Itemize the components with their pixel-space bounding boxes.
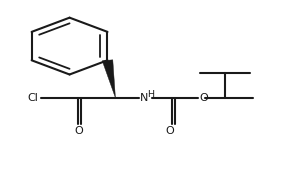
Text: O: O xyxy=(199,93,208,103)
Text: Cl: Cl xyxy=(28,93,38,103)
Text: H: H xyxy=(147,90,155,99)
Text: O: O xyxy=(74,126,83,136)
Text: N: N xyxy=(140,93,149,103)
Text: O: O xyxy=(166,126,175,136)
Polygon shape xyxy=(102,60,115,98)
